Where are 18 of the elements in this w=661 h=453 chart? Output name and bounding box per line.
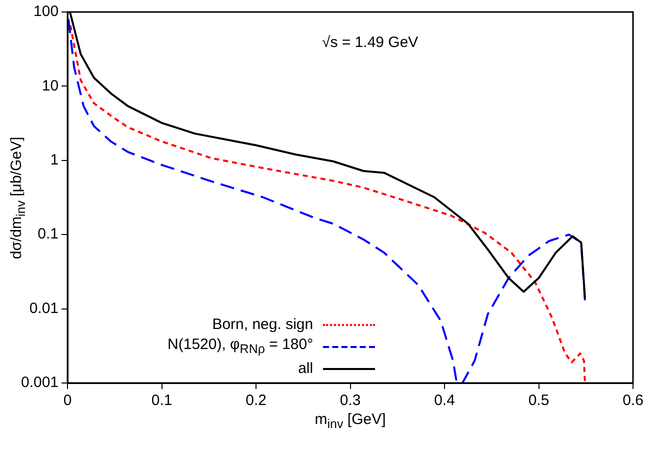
x-tick-label: 0.2 [246,392,266,410]
x-tick-label: 0.5 [528,392,550,410]
y-tick-label: 0.001 [20,374,59,392]
legend-label: all [298,359,314,379]
x-tick-label: 0.1 [151,392,172,410]
x-tick-label: 0 [63,392,72,410]
x-tick-label: 0.4 [434,392,455,410]
x-tick-label: 0.6 [622,392,644,410]
annotation: √s = 1.49 GeV [322,34,418,51]
y-tick-label: 0.01 [29,300,59,317]
y-tick-label: 100 [34,3,59,20]
y-tick-label: 10 [42,77,59,94]
y-tick-label: 1 [50,152,59,169]
legend-label: N(1520), φ$_{RNρ}$ = 180° [168,335,314,358]
x-tick-label: 0.3 [340,392,361,410]
y-tick-label: 0.1 [38,226,59,243]
legend-label: Born, neg. sign [212,315,314,335]
x-axis-title: m$_{inv}$ [GeV] [314,411,386,431]
